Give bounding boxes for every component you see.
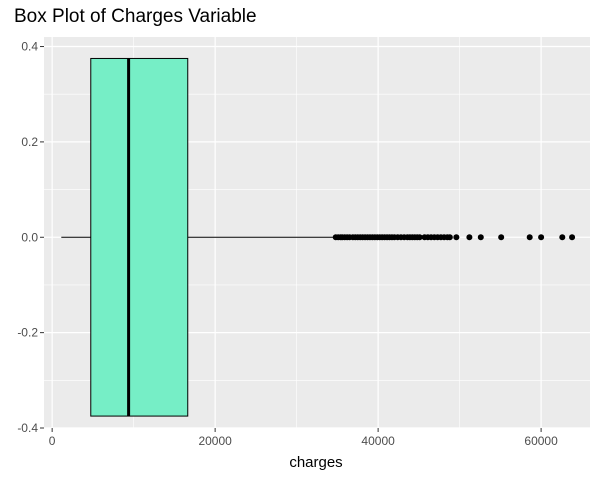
y-tick-label: -0.4 xyxy=(17,421,38,435)
outlier-point xyxy=(538,234,545,241)
outlier-point xyxy=(477,234,484,241)
outlier-point xyxy=(559,234,566,241)
x-tick-label: 60000 xyxy=(524,434,558,448)
y-tick-label: -0.2 xyxy=(17,326,38,340)
x-tick-label: 40000 xyxy=(361,434,395,448)
chart-title: Box Plot of Charges Variable xyxy=(14,6,257,27)
y-tick-label: 0.0 xyxy=(21,230,38,244)
x-axis-title: charges xyxy=(289,454,342,471)
outlier-point xyxy=(569,234,576,241)
x-tick-label: 20000 xyxy=(198,434,232,448)
y-tick-label: 0.4 xyxy=(21,40,38,54)
outlier-point xyxy=(453,234,460,241)
y-tick-label: 0.2 xyxy=(21,135,38,149)
outlier-point xyxy=(498,234,505,241)
outlier-point xyxy=(446,234,453,241)
outlier-point xyxy=(416,234,423,241)
outlier-point xyxy=(526,234,533,241)
outlier-point xyxy=(466,234,473,241)
x-tick-label: 0 xyxy=(49,434,56,448)
iqr-box xyxy=(90,57,189,417)
